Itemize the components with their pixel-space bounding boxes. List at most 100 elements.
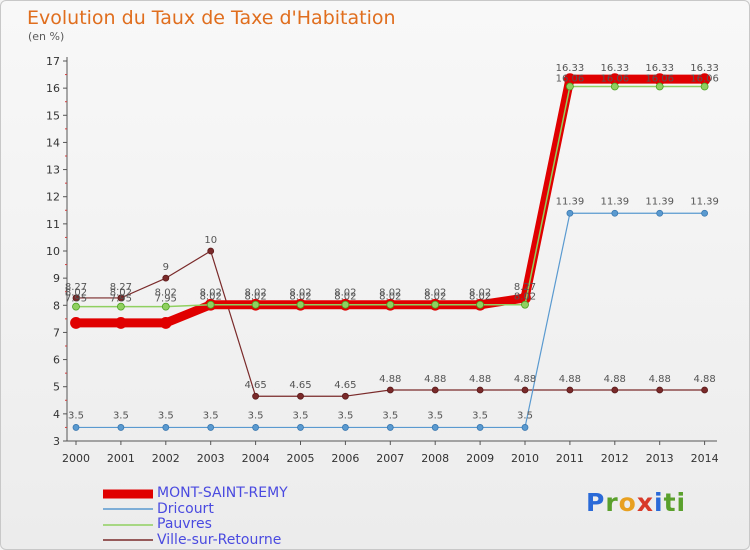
pauvres-data-label: 16.06 [645,74,674,85]
x-tick-label: 2011 [556,452,584,465]
pauvres-data-label: 7.95 [65,294,87,305]
ville-sur-retourne-point [162,274,170,282]
dricourt-point [162,424,170,431]
value-data-label: 8.02 [289,288,311,299]
ville-sur-retourne-data-label: 4.88 [469,374,491,385]
mont-saint-remy-point [70,317,82,329]
legend-swatch-dricourt [103,508,153,510]
mont-saint-remy-data-label: 16.33 [645,63,674,74]
dricourt-point [566,209,574,217]
x-tick-label: 2007 [376,452,404,465]
y-tick-label: 11 [46,218,60,231]
ville-sur-retourne-data-label: 8.27 [65,282,87,293]
pauvres-point [610,82,619,91]
legend: MONT-SAINT-REMY Dricourt Pauvres Ville-s… [103,485,288,548]
x-tick-label: 2002 [152,452,180,465]
dricourt-data-label: 3.5 [293,410,309,421]
y-tick-label: 15 [46,109,60,122]
ville-sur-retourne-point [566,386,574,394]
x-tick-label: 2009 [466,452,494,465]
y-tick-label: 14 [46,136,60,149]
pauvres-point [521,300,529,309]
dricourt-point [656,209,664,217]
pauvres-point [700,82,709,91]
dricourt-data-label: 3.5 [337,410,353,421]
x-tick-label: 2000 [62,452,90,465]
ville-sur-retourne-data-label: 4.65 [334,380,356,391]
dricourt-point [341,424,349,431]
dricourt-data-label: 3.5 [68,410,84,421]
dricourt-point [386,424,394,431]
legend-swatch-pauvres [103,524,153,526]
dricourt-data-label: 3.5 [382,410,398,421]
logo-letter: x [636,488,654,517]
x-tick-label: 2005 [287,452,315,465]
legend-item-dricourt: Dricourt [103,501,288,518]
dricourt-point [117,424,125,431]
dricourt-data-label: 3.5 [113,410,129,421]
pauvres-point [386,300,395,309]
ville-sur-retourne-data-label: 4.88 [379,374,401,385]
ville-sur-retourne-point [521,386,529,394]
x-tick-label: 2006 [331,452,359,465]
x-tick-label: 2013 [646,452,674,465]
mont-saint-remy-data-label: 16.33 [690,63,719,74]
ville-sur-retourne-data-label: 4.88 [649,374,671,385]
ville-sur-retourne-data-label: 4.88 [424,374,446,385]
series-layer [70,73,711,431]
dricourt-data-label: 11.39 [690,196,719,207]
dricourt-data-label: 3.5 [517,410,533,421]
value-data-label: 8.02 [65,288,87,299]
y-tick-label: 5 [53,381,60,394]
value-data-label: 8.02 [424,288,446,299]
pauvres-data-label: 7.95 [110,294,132,305]
chart-title: Evolution du Taux de Taxe d'Habitation [27,7,396,29]
ville-sur-retourne-data-label: 4.88 [693,374,715,385]
pauvres-point [476,300,485,309]
value-data-label: 8.02 [244,288,266,299]
y-tick-label: 8 [53,299,60,312]
ville-sur-retourne-point [297,392,304,400]
pauvres-data-label: 8.02 [334,292,356,303]
y-tick-label: 17 [46,55,60,68]
y-tick-label: 10 [46,245,60,258]
ville-sur-retourne-point [341,392,349,400]
dricourt-point [611,209,619,217]
pauvres-data-label: 8.02 [514,292,536,303]
ville-sur-retourne-point [386,386,394,394]
x-tick-label: 2004 [242,452,270,465]
value-data-label: 8.02 [379,288,401,299]
value-data-label: 8.02 [469,288,491,299]
ville-sur-retourne-data-label: 9 [163,262,169,273]
dricourt-data-label: 11.39 [556,196,585,207]
logo-letter: P [586,488,606,517]
dricourt-data-label: 3.5 [427,410,443,421]
pauvres-point [341,300,350,309]
dricourt-point [476,424,484,431]
x-tick-label: 2001 [107,452,135,465]
legend-item-pauvres: Pauvres [103,516,288,533]
ville-sur-retourne-data-label: 4.88 [604,374,626,385]
pauvres-point [161,302,170,311]
value-data-label: 8.02 [200,288,222,299]
value-data-label: 8.02 [155,288,177,299]
pauvres-point [117,302,125,311]
value-data-label: 8.02 [110,288,132,299]
dricourt-point [431,424,439,431]
legend-label-mont-saint-remy: MONT-SAINT-REMY [157,485,288,501]
legend-label-pauvres: Pauvres [157,516,212,532]
mont-saint-remy-data-label: 8.27 [514,282,536,293]
ville-sur-retourne-data-label: 4.88 [514,374,536,385]
dricourt-data-label: 3.5 [248,410,264,421]
ville-sur-retourne-point [611,386,619,394]
pauvres-data-label: 8.02 [244,292,266,303]
y-tick-label: 12 [46,191,60,204]
pauvres-data-label: 16.06 [600,74,629,85]
ville-sur-retourne-point [656,386,664,394]
mont-saint-remy-data-label: 16.33 [600,63,629,74]
pauvres-data-label: 8.02 [200,292,222,303]
x-tick-label: 2010 [511,452,539,465]
legend-item-mont-saint-remy: MONT-SAINT-REMY [103,485,288,502]
logo-letter: ti [663,488,687,517]
